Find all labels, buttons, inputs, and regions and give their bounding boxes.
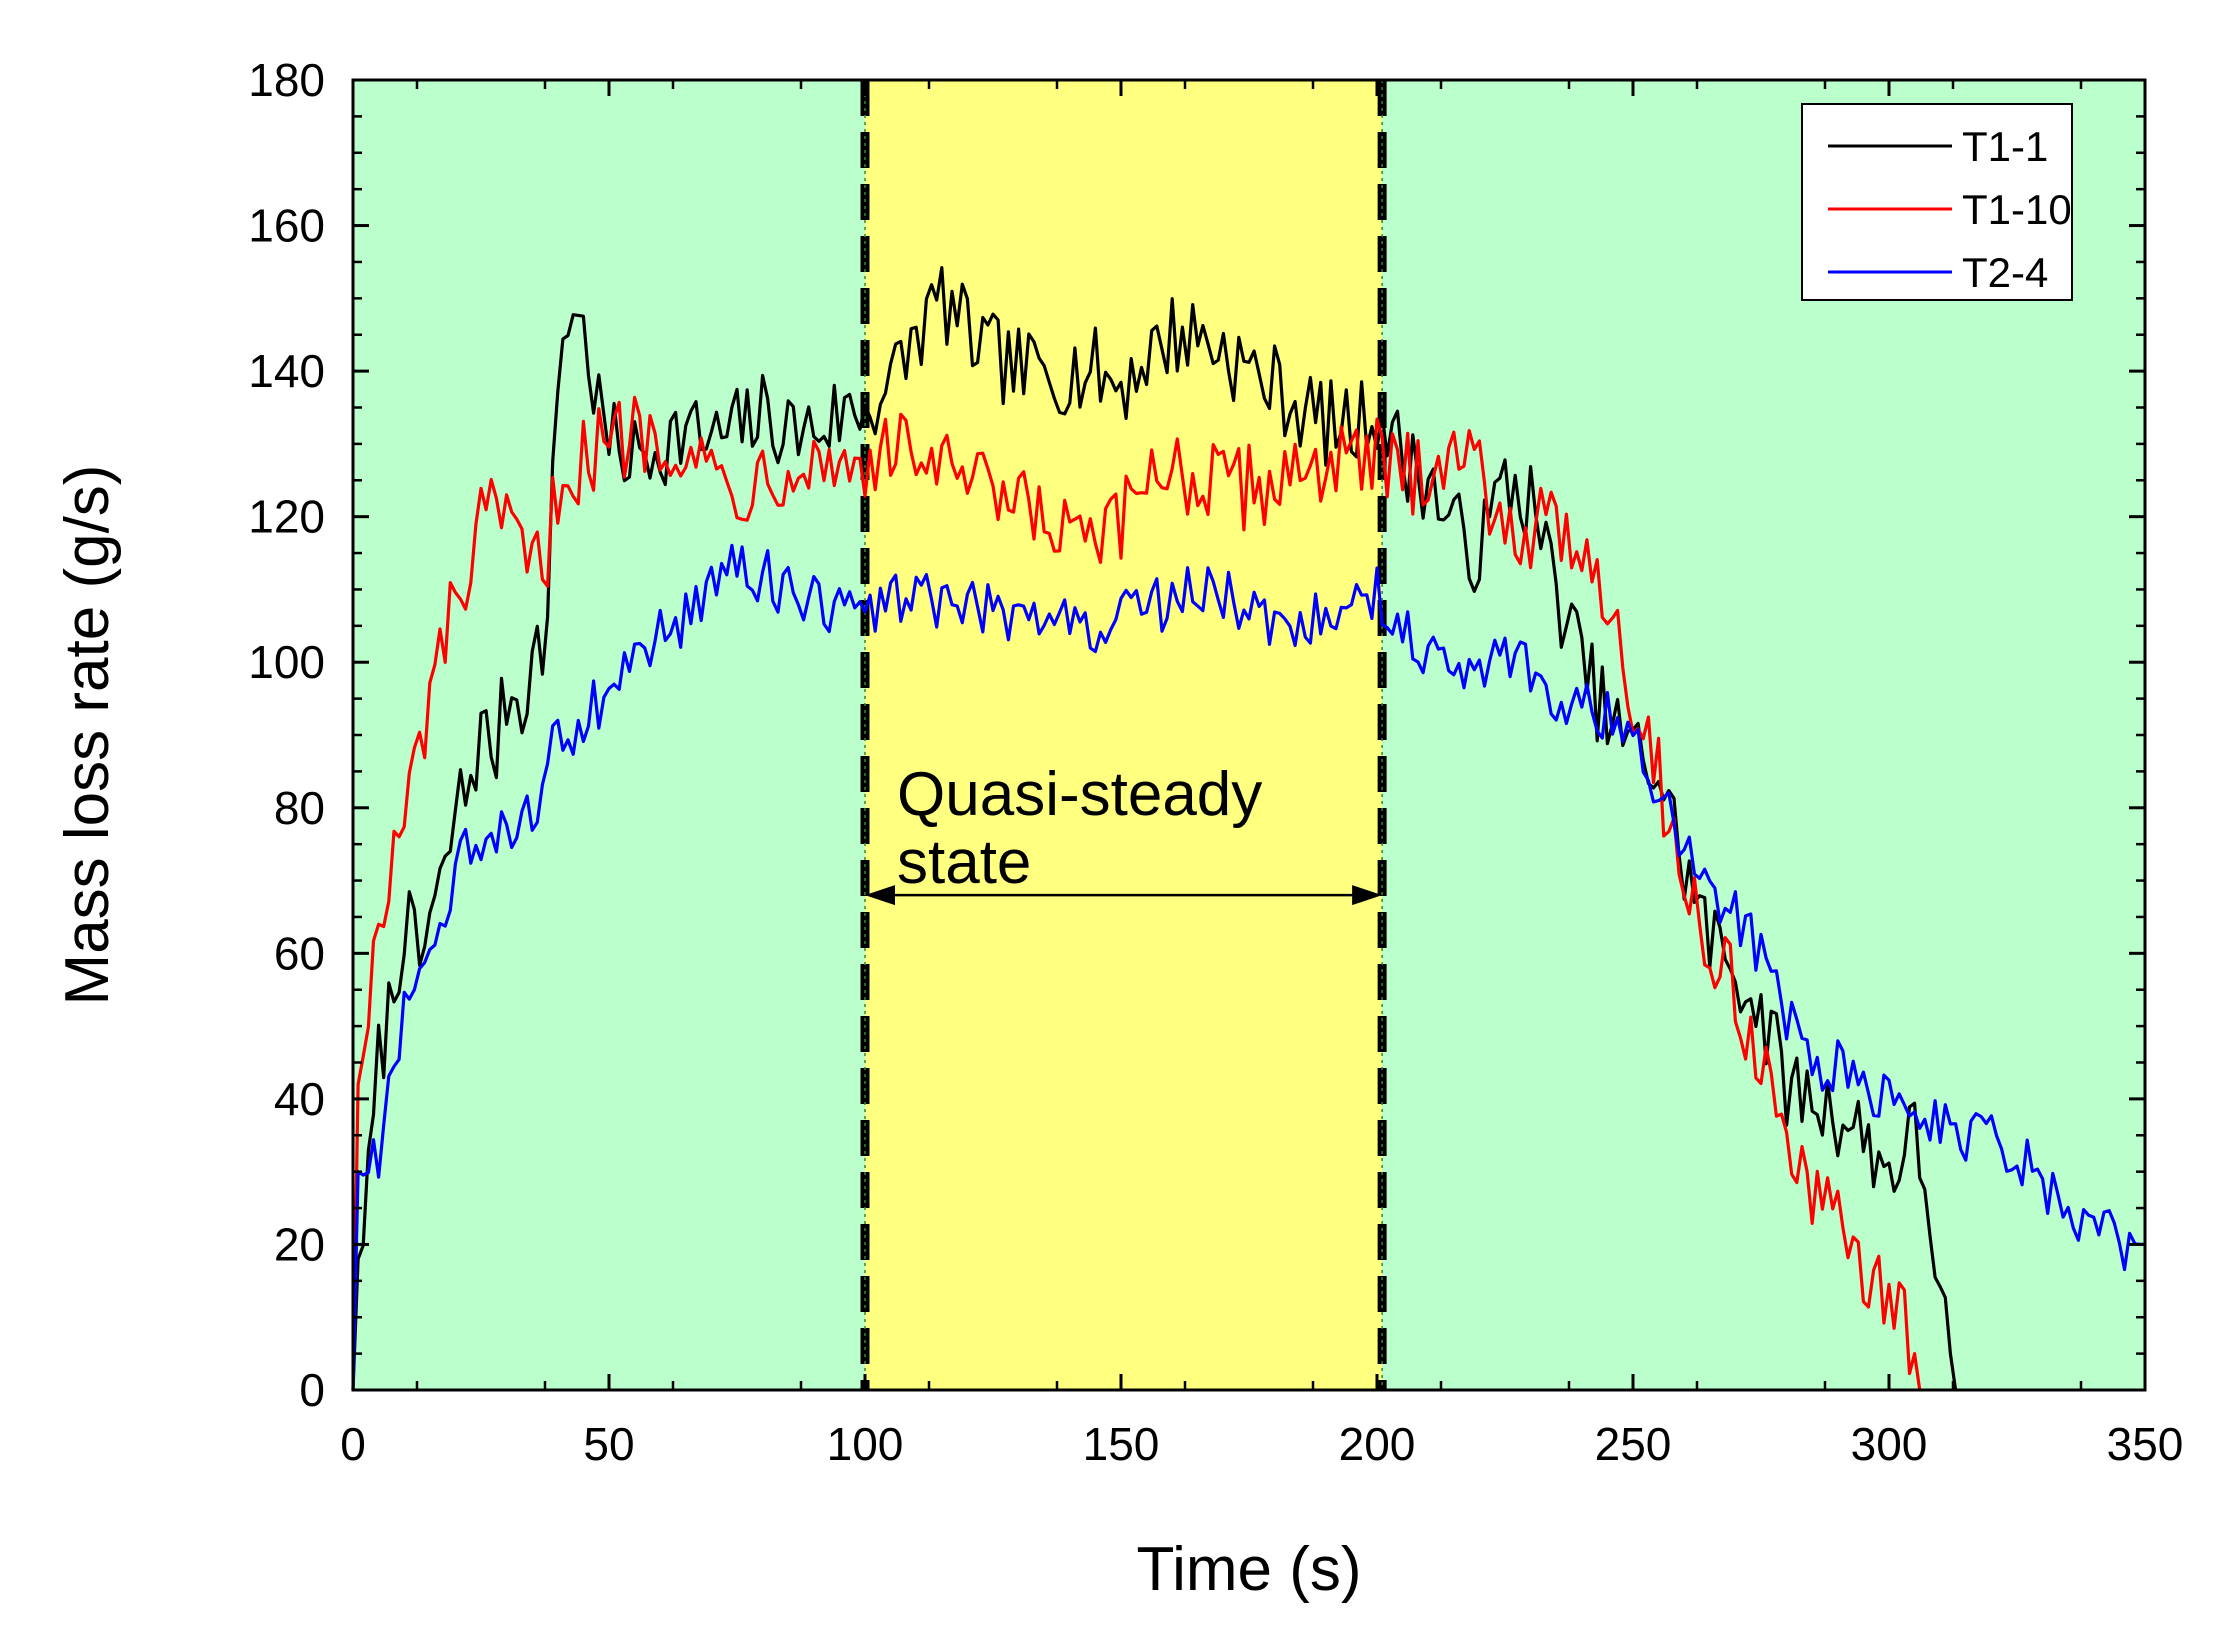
y-tick-label: 180 — [248, 54, 325, 106]
y-tick-label: 120 — [248, 491, 325, 543]
region-dividers — [860, 80, 1387, 1390]
legend-label-t2-4: T2-4 — [1962, 249, 2048, 296]
y-tick-label: 160 — [248, 200, 325, 252]
legend: T1-1 T1-10 T2-4 — [1801, 103, 2073, 301]
arrow-head-right — [1352, 885, 1383, 906]
x-tick-label: 0 — [340, 1418, 366, 1470]
series-line-t1-10 — [351, 395, 1922, 1391]
y-tick-label: 40 — [274, 1073, 325, 1125]
y-tick-label: 0 — [299, 1364, 325, 1416]
x-tick-label: 300 — [1851, 1418, 1928, 1470]
legend-label-t1-1: T1-1 — [1962, 123, 2048, 170]
series-line-t1-1 — [351, 266, 1958, 1391]
axis-ticks — [351, 78, 2147, 1392]
legend-label-t1-10: T1-10 — [1962, 186, 2072, 233]
y-tick-label: 20 — [274, 1218, 325, 1270]
arrow-head-left — [865, 885, 895, 906]
annotation-line-1: Quasi-steady — [897, 760, 1262, 829]
y-tick-label: 80 — [274, 782, 325, 834]
x-axis-title: Time (s) — [1137, 1535, 1362, 1604]
x-tick-label: 150 — [1083, 1418, 1160, 1470]
x-tick-label: 350 — [2107, 1418, 2184, 1470]
region-initial — [353, 80, 865, 1390]
x-tick-label: 250 — [1595, 1418, 1672, 1470]
y-axis-title: Mass loss rate (g/s) — [53, 465, 122, 1006]
legend-box — [1801, 103, 2073, 301]
y-tick-label: 140 — [248, 345, 325, 397]
series-lines — [351, 266, 2145, 1391]
x-tick-label: 100 — [827, 1418, 904, 1470]
quasi-steady-annotation: Quasi-steady state — [865, 760, 1383, 906]
annotation-line-2: state — [897, 828, 1031, 897]
x-tick-label: 200 — [1339, 1418, 1416, 1470]
double-arrow-icon — [865, 885, 1383, 906]
series-line-t2-4 — [351, 543, 2145, 1391]
tick-labels: 0 50 100 150 200 250 300 350 0 20 40 60 80 100 120 140 1… — [248, 54, 2183, 1470]
y-tick-label: 60 — [274, 927, 325, 979]
x-tick-label: 50 — [583, 1418, 634, 1470]
y-tick-label: 100 — [248, 636, 325, 688]
